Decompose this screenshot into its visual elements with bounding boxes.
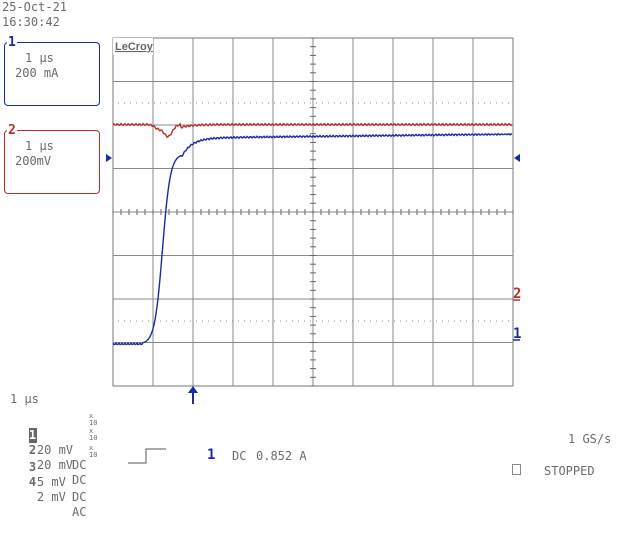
- channel-row-volts: 2 mV: [36, 490, 66, 504]
- waveform-display[interactable]: LeCroy 2 1: [0, 0, 640, 480]
- trigger-source: 1: [207, 447, 216, 463]
- timebase-readout: 1 µs: [10, 392, 39, 406]
- trigger-level: 0.852 A: [256, 449, 307, 463]
- brand-logo: LeCroy: [115, 41, 154, 53]
- channel-1-trace-label: 1: [513, 326, 521, 342]
- center-axis-ticks: [112, 37, 514, 387]
- right-trigger-level-marker: [514, 154, 520, 162]
- channel-2-timebase: 1 µs: [25, 139, 54, 153]
- trigger-coupling: DC: [232, 449, 247, 463]
- channel-row-coupling: DC: [72, 458, 87, 472]
- channel-row-coupling: DC: [72, 490, 87, 504]
- channel-2-number: 2: [7, 123, 17, 138]
- probe-attenuation-icon: x 10: [89, 427, 98, 442]
- channel-row-volts: 20 mV: [36, 458, 74, 472]
- channel-row-number: 3: [28, 460, 37, 474]
- channel-2-trace-label: 2: [513, 286, 521, 302]
- channel-row[interactable]: 4 2 mV AC: [0, 460, 87, 535]
- sample-rate: 1 GS/s: [568, 432, 612, 446]
- probe-attenuation-icon: x 10: [89, 412, 98, 427]
- brand-logo-bg: [113, 38, 153, 55]
- channel-1-timebase: 1 µs: [25, 51, 54, 65]
- channel-2-scale: 200mV: [15, 154, 52, 168]
- run-status-indicator[interactable]: [512, 464, 521, 475]
- acquisition-status: STOPPED: [544, 464, 595, 478]
- trigger-position-arrow: [188, 386, 198, 404]
- channel-row-number: 4: [28, 475, 37, 489]
- channel-row[interactable]: 1 20 mV DC: [0, 413, 86, 488]
- channel-row-coupling: DC: [72, 473, 87, 487]
- channel-row-number: 1: [28, 428, 37, 443]
- channel-row-number: 2: [28, 443, 37, 457]
- channel-1-info-box[interactable]: 1 1 µs 200 mA: [4, 36, 100, 106]
- probe-attenuation-icon: x 10: [89, 444, 98, 459]
- acquisition-time: 16:30:42: [2, 15, 60, 29]
- acquisition-date: 25-Oct-21: [2, 0, 68, 14]
- channel-row-volts: 20 mV: [36, 443, 74, 457]
- channel-1-trace: [112, 132, 512, 346]
- channel-1-scale: 200 mA: [15, 66, 59, 80]
- left-trigger-level-marker: [106, 154, 112, 162]
- channel-row-coupling: AC: [72, 505, 87, 519]
- channel-1-number: 1: [7, 35, 17, 50]
- channel-2-trace: [112, 122, 513, 139]
- trigger-slope-icon: [128, 448, 166, 464]
- channel-2-info-box[interactable]: 2 1 µs 200mV: [4, 124, 100, 194]
